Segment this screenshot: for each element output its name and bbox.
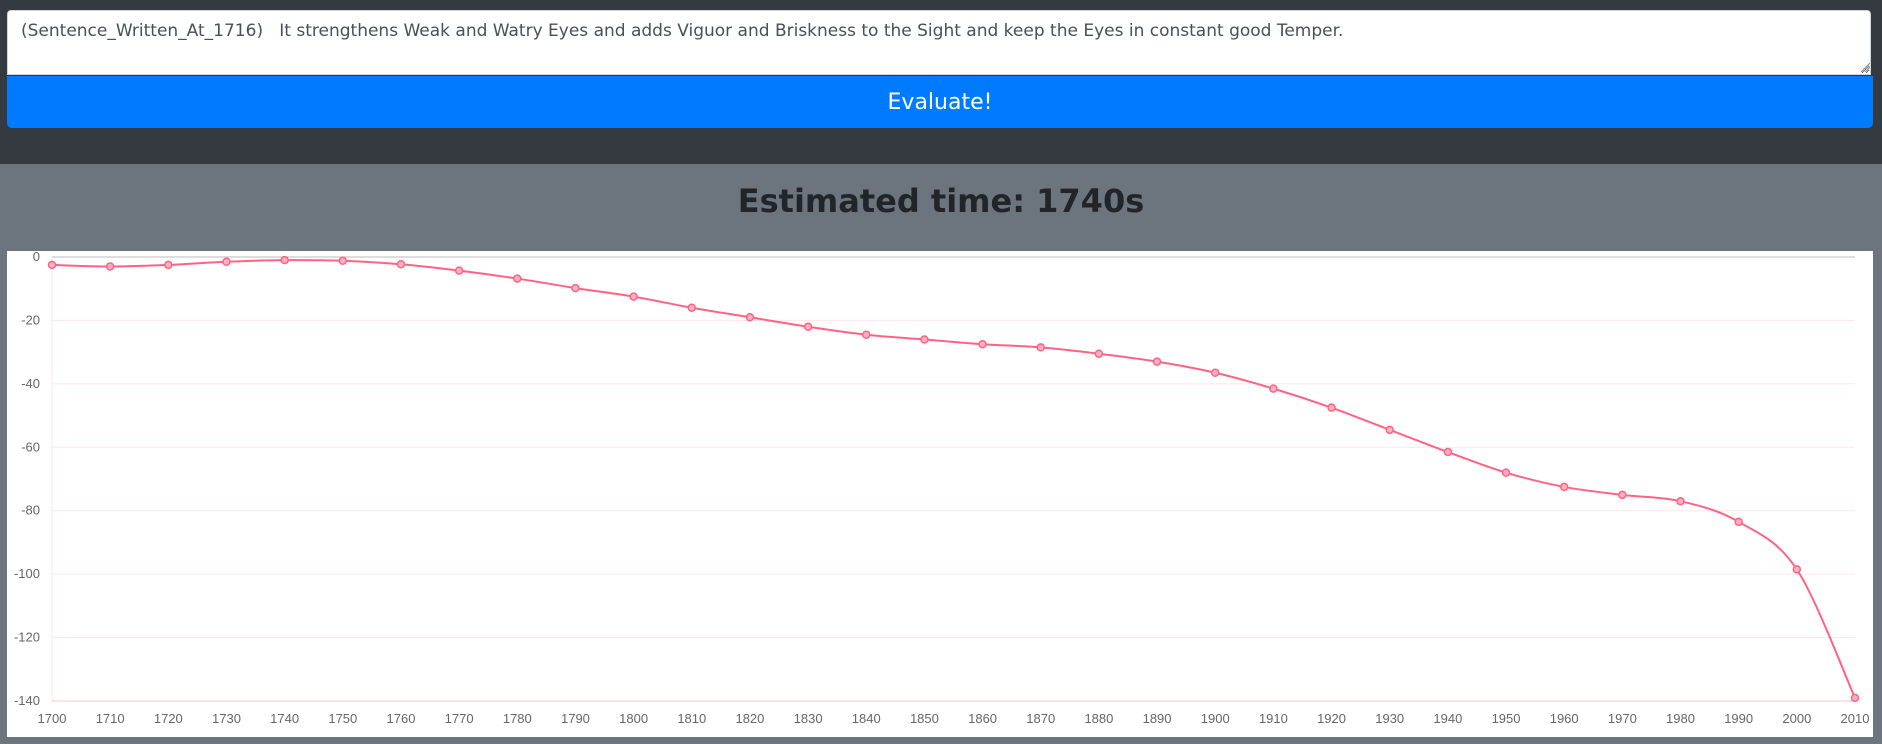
data-point	[1501, 468, 1511, 477]
x-tick-label: 1870	[1026, 711, 1055, 726]
data-point	[1385, 425, 1394, 435]
x-tick-label: 1940	[1433, 711, 1462, 726]
x-tick-label: 1740	[270, 711, 299, 726]
x-tick-label: 1730	[212, 711, 241, 726]
x-tick-label: 2000	[1782, 711, 1811, 726]
x-tick-label: 1890	[1143, 711, 1172, 726]
data-point	[164, 260, 173, 270]
x-tick-label: 1850	[910, 711, 939, 726]
x-tick-label: 1960	[1550, 711, 1579, 726]
data-point	[745, 313, 755, 322]
data-point	[571, 283, 580, 293]
x-tick-label: 1720	[154, 711, 183, 726]
evaluate-button[interactable]: Evaluate!	[7, 76, 1873, 128]
x-tick-label: 1880	[1084, 711, 1113, 726]
x-tick-label: 1910	[1259, 711, 1288, 726]
x-tick-label: 1840	[852, 711, 881, 726]
y-tick-label: -140	[14, 693, 40, 708]
x-tick-label: 1990	[1724, 711, 1753, 726]
data-point	[1094, 349, 1104, 358]
x-tick-label: 1950	[1492, 711, 1521, 726]
data-point	[396, 260, 406, 269]
x-tick-label: 1920	[1317, 711, 1346, 726]
x-tick-label: 1900	[1201, 711, 1230, 726]
y-tick-label: -100	[14, 566, 40, 581]
x-tick-label: 1970	[1608, 711, 1637, 726]
data-point	[920, 335, 929, 344]
x-tick-label: 1980	[1666, 711, 1695, 726]
data-point	[1792, 565, 1802, 574]
top-bar: Evaluate!	[0, 0, 1882, 164]
x-tick-label: 1760	[387, 711, 416, 726]
data-point	[978, 339, 987, 349]
data-point	[1327, 403, 1336, 412]
y-tick-label: -40	[21, 376, 40, 391]
x-tick-label: 1790	[561, 711, 590, 726]
data-point	[862, 330, 871, 339]
x-tick-label: 1830	[794, 711, 823, 726]
data-point	[629, 292, 638, 301]
data-point	[1443, 447, 1453, 457]
y-tick-label: 0	[33, 251, 40, 264]
y-tick-label: -80	[21, 503, 40, 518]
data-point	[1152, 357, 1162, 366]
data-point	[47, 260, 57, 270]
sentence-input[interactable]	[7, 10, 1871, 75]
x-tick-label: 1750	[328, 711, 357, 726]
x-tick-label: 1780	[503, 711, 532, 726]
y-tick-label: -120	[14, 630, 40, 645]
x-tick-label: 1800	[619, 711, 648, 726]
data-point	[1210, 368, 1220, 378]
y-tick-label: -60	[21, 439, 40, 454]
line-chart: 0 -20 -40 -60 -80 -100 -120 -140 1700 1710 1720 173…	[14, 251, 1870, 726]
data-point	[338, 256, 348, 266]
data-point	[803, 322, 813, 332]
x-tick-label: 1820	[735, 711, 764, 726]
x-tick-label: 1770	[445, 711, 474, 726]
x-tick-label: 1700	[38, 711, 67, 726]
estimated-time-heading: Estimated time: 1740s	[737, 182, 1145, 220]
data-point	[1269, 384, 1278, 393]
data-point	[1036, 343, 1045, 352]
series-line	[51, 259, 1856, 699]
x-tick-label: 2010	[1841, 711, 1870, 726]
data-point	[1676, 496, 1685, 506]
data-point	[513, 274, 522, 283]
x-tick-label: 1930	[1375, 711, 1404, 726]
y-tick-label: -20	[21, 312, 40, 327]
data-point	[1559, 482, 1569, 492]
data-point	[687, 303, 697, 312]
x-tick-label: 1710	[96, 711, 125, 726]
data-point	[454, 266, 464, 275]
x-tick-label: 1860	[968, 711, 997, 726]
data-point	[222, 257, 231, 267]
x-tick-label: 1810	[677, 711, 706, 726]
data-point	[1734, 517, 1743, 527]
data-point	[280, 255, 289, 265]
chart-panel: 0 -20 -40 -60 -80 -100 -120 -140 1700 1710 1720 173…	[7, 251, 1873, 737]
data-point	[105, 262, 115, 271]
data-point	[1618, 490, 1627, 500]
data-point	[1850, 693, 1860, 703]
